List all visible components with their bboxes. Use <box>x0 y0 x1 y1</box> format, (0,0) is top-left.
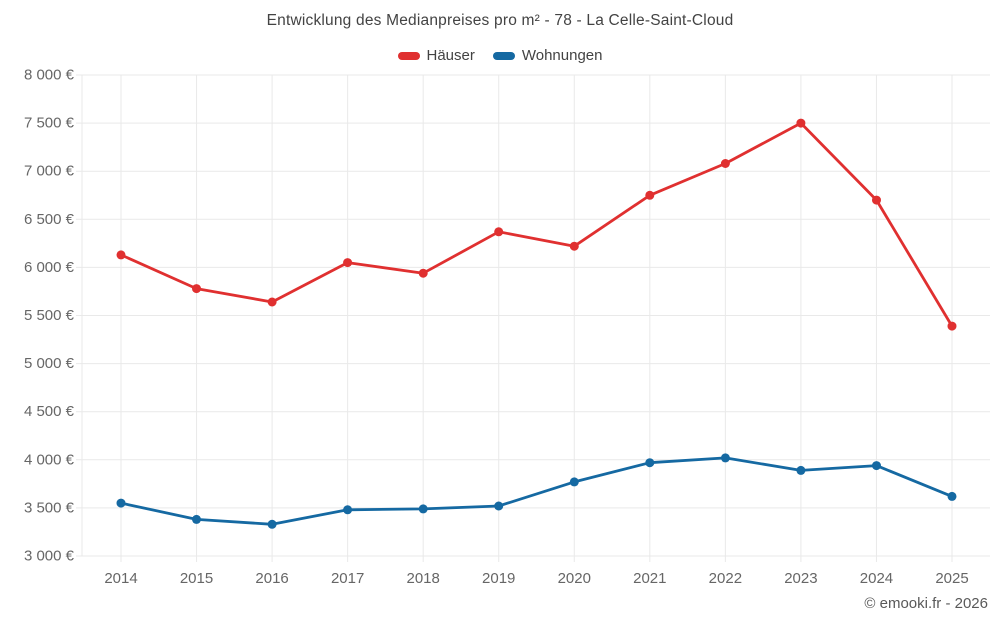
legend-label: Wohnungen <box>521 47 603 64</box>
chart-title: Entwicklung des Medianpreises pro m² - 7… <box>266 12 734 29</box>
data-point-haeuser-2016[interactable] <box>267 297 277 307</box>
x-axis-label: 2025 <box>935 570 968 587</box>
y-axis-label: 7 500 € <box>24 115 75 132</box>
x-axis-label: 2017 <box>331 570 364 587</box>
legend-item-wohnungen[interactable]: Wohnungen <box>492 47 603 64</box>
x-axis-label: 2023 <box>784 570 817 587</box>
legend-swatch-wohnungen <box>492 51 515 60</box>
x-axis-label: 2019 <box>482 570 515 587</box>
data-point-wohnungen-2015[interactable] <box>192 514 201 524</box>
data-point-haeuser-2021[interactable] <box>645 190 655 200</box>
y-axis-label: 3 000 € <box>24 548 75 565</box>
y-axis-label: 8 000 € <box>24 67 75 84</box>
data-point-haeuser-2025[interactable] <box>947 321 957 331</box>
x-axis-label: 2020 <box>558 570 591 587</box>
data-point-wohnungen-2022[interactable] <box>720 453 730 463</box>
y-axis-label: 5 000 € <box>24 355 75 372</box>
chart-legend: Häuser Wohnungen <box>0 47 1000 64</box>
data-point-haeuser-2019[interactable] <box>494 227 504 237</box>
data-point-wohnungen-2019[interactable] <box>494 501 504 511</box>
credit-footer: © emooki.fr - 2026 <box>864 595 988 612</box>
x-axis-label: 2018 <box>406 570 439 587</box>
data-point-haeuser-2014[interactable] <box>116 250 126 260</box>
y-axis-label: 6 500 € <box>24 211 75 228</box>
data-point-haeuser-2020[interactable] <box>569 241 579 251</box>
x-axis-label: 2024 <box>860 570 893 587</box>
y-axis-label: 7 000 € <box>24 163 75 180</box>
y-axis-label: 6 000 € <box>24 259 75 276</box>
legend-label: Häuser <box>426 47 475 64</box>
data-point-haeuser-2023[interactable] <box>796 118 806 128</box>
data-point-wohnungen-2014[interactable] <box>116 498 126 508</box>
x-axis-label: 2021 <box>633 570 666 587</box>
data-point-wohnungen-2025[interactable] <box>947 491 957 501</box>
data-point-wohnungen-2016[interactable] <box>267 519 277 529</box>
data-point-haeuser-2018[interactable] <box>418 268 428 278</box>
x-axis-label: 2022 <box>709 570 742 587</box>
legend-swatch-haeuser <box>397 51 420 60</box>
series-line-haeuser <box>119 121 954 328</box>
data-point-wohnungen-2021[interactable] <box>645 458 655 468</box>
data-point-wohnungen-2017[interactable] <box>343 505 353 515</box>
data-point-wohnungen-2024[interactable] <box>872 461 881 471</box>
data-point-haeuser-2024[interactable] <box>872 195 881 205</box>
data-point-wohnungen-2020[interactable] <box>569 477 579 487</box>
legend-item-haeuser[interactable]: Häuser <box>397 47 475 64</box>
y-axis-label: 3 500 € <box>24 499 75 516</box>
data-point-haeuser-2017[interactable] <box>343 258 353 268</box>
data-point-wohnungen-2023[interactable] <box>796 465 806 475</box>
y-axis-label: 4 500 € <box>24 403 75 420</box>
x-axis-label: 2014 <box>104 570 137 587</box>
series-line-wohnungen <box>119 456 954 526</box>
data-point-haeuser-2022[interactable] <box>720 159 730 168</box>
data-point-wohnungen-2018[interactable] <box>418 504 428 514</box>
x-axis-label: 2015 <box>180 570 213 587</box>
y-axis-label: 4 000 € <box>24 451 75 468</box>
data-point-haeuser-2015[interactable] <box>192 284 201 294</box>
x-axis-label: 2016 <box>255 570 288 587</box>
y-axis-label: 5 500 € <box>24 307 75 324</box>
